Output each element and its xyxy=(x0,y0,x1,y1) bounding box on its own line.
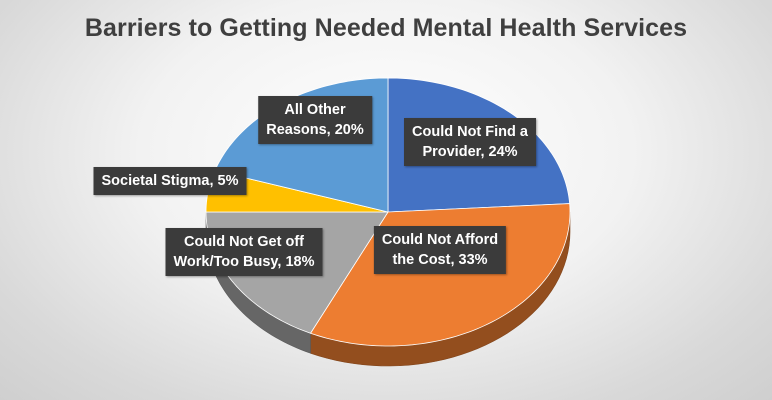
data-label-2: Could Not Afford the Cost, 33% xyxy=(373,226,507,274)
chart-title: Barriers to Getting Needed Mental Health… xyxy=(84,14,688,42)
data-label-3: Could Not Get off Work/Too Busy, 18% xyxy=(165,228,323,276)
data-label-4: Societal Stigma, 5% xyxy=(93,167,247,195)
data-label-5: All Other Reasons, 20% xyxy=(258,96,372,144)
data-label-1: Could Not Find a Provider, 24% xyxy=(404,118,536,166)
